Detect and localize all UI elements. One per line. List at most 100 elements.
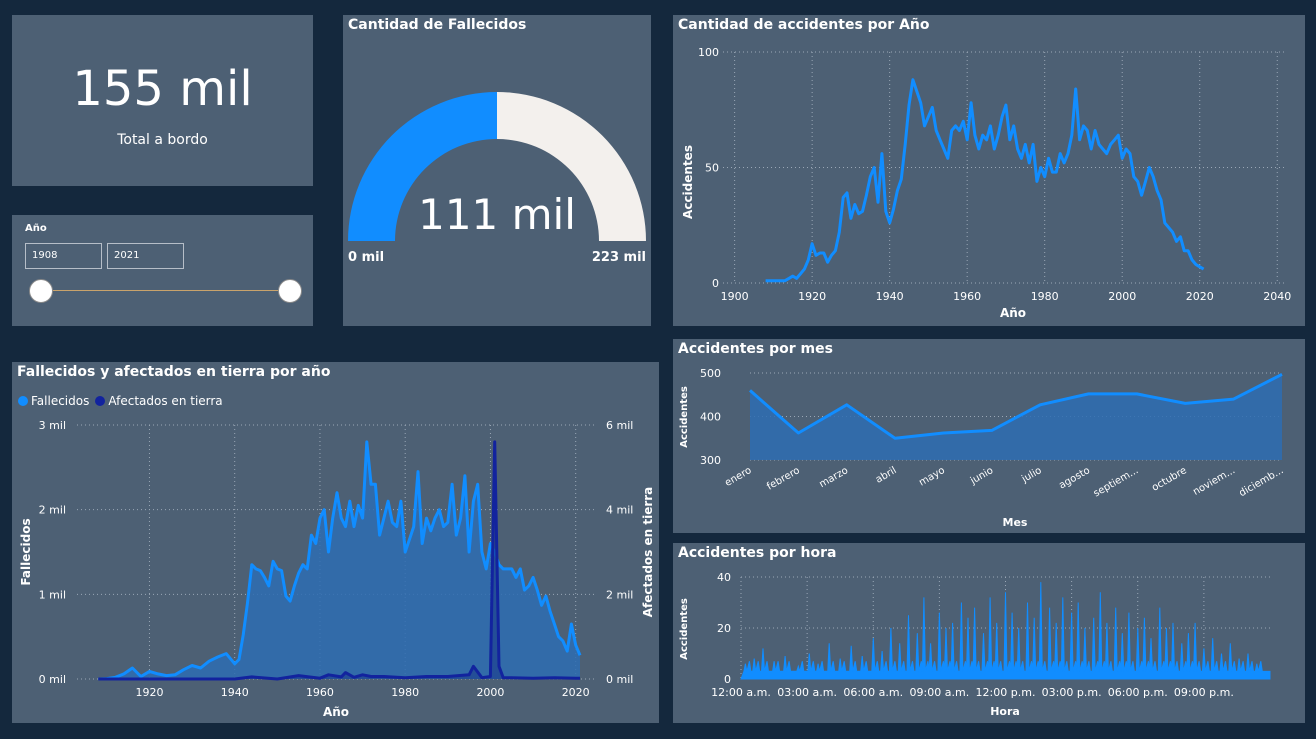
chart-accidentes-mes: Accidentes por mes Accidentes Mes 300 400… — [673, 339, 1305, 533]
x-tick-label: 1920 — [135, 686, 163, 699]
y-axis-label: Accidentes — [681, 145, 695, 219]
x-tick-label: octubre — [1150, 465, 1189, 494]
x-tick-label: 09:00 a.m. — [910, 686, 970, 699]
accidentes-anio-svg: Accidentes Año 0 50 100 1900 1920 1940 1960 198… — [681, 46, 1291, 320]
x-tick-label: agosto — [1057, 465, 1092, 491]
start-year-input[interactable]: 1908 — [25, 243, 102, 269]
chart-accidentes-hora: Accidentes por hora Accidentes Hora 0 20 4… — [673, 543, 1305, 723]
kpi-value: 155 mil — [72, 61, 253, 117]
x-tick-label: 09:00 p.m. — [1174, 686, 1234, 699]
gauge-value-arc — [348, 92, 497, 241]
y-tick-label: 0 mil — [39, 673, 66, 686]
y2-tick-label: 4 mil — [606, 504, 633, 517]
y-tick-label: 40 — [717, 571, 731, 584]
y-tick-label: 100 — [698, 46, 719, 59]
gauge-value-label: 111 mil — [418, 190, 576, 239]
legend: Fallecidos Afectados en tierra — [18, 394, 229, 408]
y-tick-label: 0 — [724, 673, 731, 686]
x-tick-label: 2000 — [1108, 290, 1136, 303]
x-tick-label: 1980 — [391, 686, 419, 699]
x-tick-label: enero — [723, 465, 753, 489]
x-tick-label: 12:00 a.m. — [711, 686, 771, 699]
accidentes-hora-svg: Accidentes Hora 0 20 40 12:00 a.m. 03:00 a.m… — [679, 571, 1271, 718]
gauge-card: Cantidad de Fallecidos 111 mil 0 mil 223… — [343, 15, 651, 326]
series-area — [740, 582, 1271, 680]
x-tick-label: 2020 — [1186, 290, 1214, 303]
x-axis-label: Mes — [1003, 516, 1028, 529]
y2-axis-label: Afectados en tierra — [641, 487, 655, 618]
legend-item-fallecidos[interactable]: Fallecidos — [18, 394, 89, 408]
x-tick-label: 1960 — [953, 290, 981, 303]
x-tick-label: marzo — [818, 465, 851, 490]
x-tick-label: febrero — [765, 465, 802, 493]
x-tick-label: abril — [874, 465, 899, 486]
y-tick-label: 400 — [700, 411, 721, 424]
afectados-line — [98, 440, 580, 681]
y-tick-label: 3 mil — [39, 419, 66, 432]
year-slicer: Año 1908 2021 — [12, 215, 313, 326]
fallecidos-line — [98, 440, 582, 681]
legend-dot-icon — [18, 396, 28, 406]
fallecidos-area — [98, 441, 581, 679]
fallecidos-afectados-svg: Fallecidos Afectados en tierra Año 0 mil… — [19, 419, 655, 719]
kpi-card: 155 mil Total a bordo — [12, 15, 313, 186]
y-axis-label: Accidentes — [679, 386, 690, 448]
gauge-min-label: 0 mil — [348, 250, 384, 265]
series-area — [750, 374, 1282, 460]
y-tick-label: 1 mil — [39, 588, 66, 601]
x-tick-label: julio — [1019, 465, 1043, 485]
x-tick-label: 1960 — [306, 686, 334, 699]
x-tick-label: 03:00 p.m. — [1042, 686, 1102, 699]
x-tick-label: 2040 — [1263, 290, 1291, 303]
end-year-input[interactable]: 2021 — [107, 243, 184, 269]
y2-tick-label: 6 mil — [606, 419, 633, 432]
y-tick-label: 300 — [700, 454, 721, 467]
series-line — [765, 78, 1205, 283]
accidentes-mes-svg: Accidentes Mes 300 400 500 enero febrero marz… — [679, 367, 1286, 529]
x-tick-label: 1980 — [1031, 290, 1059, 303]
x-tick-label: mayo — [917, 465, 947, 488]
x-tick-label: 1940 — [876, 290, 904, 303]
x-tick-label: diciemb... — [1237, 465, 1285, 499]
x-tick-label: 2020 — [562, 686, 590, 699]
slider-start-handle[interactable] — [29, 279, 53, 303]
y-tick-label: 500 — [700, 367, 721, 380]
x-tick-label: 06:00 a.m. — [843, 686, 903, 699]
y-tick-label: 50 — [705, 162, 719, 175]
legend-dot-icon — [95, 396, 106, 406]
gauge-remaining-arc — [497, 92, 646, 241]
gauge-max-label: 223 mil — [592, 250, 646, 265]
x-axis-label: Hora — [990, 705, 1020, 718]
gauge-svg: 111 mil 0 mil 223 mil — [348, 92, 646, 265]
y-axis-label: Accidentes — [679, 598, 690, 660]
series-line — [749, 372, 1283, 440]
chart-title: Cantidad de accidentes por Año — [678, 17, 930, 33]
x-tick-label: septiem... — [1092, 465, 1141, 499]
y-tick-label: 0 — [712, 277, 719, 290]
legend-item-afectados[interactable]: Afectados en tierra — [95, 394, 223, 408]
x-axis-label: Año — [1000, 306, 1026, 320]
gauge-title: Cantidad de Fallecidos — [348, 17, 527, 33]
chart-accidentes-anio: Cantidad de accidentes por Año Accidente… — [673, 15, 1305, 326]
x-tick-label: 1900 — [721, 290, 749, 303]
chart-title: Fallecidos y afectados en tierra por año — [17, 364, 331, 380]
x-tick-label: 03:00 a.m. — [777, 686, 837, 699]
slider-track[interactable] — [40, 290, 290, 291]
chart-fallecidos-afectados: Fallecidos y afectados en tierra por año… — [12, 362, 659, 723]
kpi-label: Total a bordo — [117, 132, 208, 148]
slider-end-handle[interactable] — [278, 279, 302, 303]
x-tick-label: noviem... — [1191, 465, 1237, 498]
chart-title: Accidentes por mes — [678, 341, 833, 357]
y-tick-label: 2 mil — [39, 504, 66, 517]
x-tick-label: 1940 — [221, 686, 249, 699]
legend-label: Afectados en tierra — [108, 394, 223, 408]
x-tick-label: junio — [968, 465, 995, 487]
y-axis-label: Fallecidos — [19, 518, 33, 585]
slicer-title: Año — [25, 223, 47, 234]
x-tick-label: 06:00 p.m. — [1108, 686, 1168, 699]
x-tick-label: 2000 — [476, 686, 504, 699]
legend-label: Fallecidos — [31, 394, 90, 408]
chart-title: Accidentes por hora — [678, 545, 837, 561]
y2-tick-label: 2 mil — [606, 588, 633, 601]
x-axis-label: Año — [323, 705, 349, 719]
